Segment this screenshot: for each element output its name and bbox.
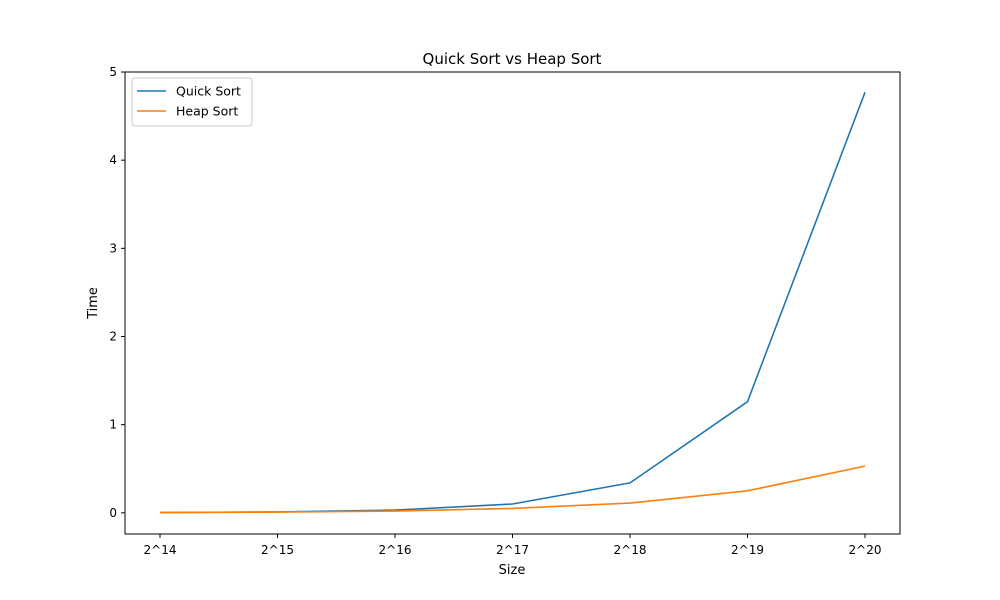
x-tick-label: 2^16 [379, 543, 412, 557]
series-line-quick-sort [159, 92, 866, 514]
x-tick-label: 2^15 [261, 543, 294, 557]
x-tick-label: 2^14 [144, 543, 177, 557]
y-tick-label: 3 [109, 241, 117, 255]
series-line-heap-sort [159, 465, 866, 514]
y-axis: 0 1 2 3 4 5 [109, 65, 125, 520]
y-tick-label: 1 [109, 418, 117, 432]
x-axis-label: Size [499, 563, 526, 578]
x-axis: 2^14 2^15 2^16 2^17 2^18 2^19 2^20 [144, 534, 882, 557]
y-tick-label: 2 [109, 330, 117, 344]
legend-label: Quick Sort [176, 84, 241, 99]
x-tick-label: 2^18 [614, 543, 647, 557]
legend-label: Heap Sort [176, 104, 238, 119]
x-tick-label: 2^20 [849, 543, 882, 557]
plot-area [124, 71, 901, 535]
x-tick-label: 2^19 [731, 543, 764, 557]
chart-title: Quick Sort vs Heap Sort [423, 50, 602, 68]
y-tick-label: 5 [109, 65, 117, 79]
legend-box [131, 77, 253, 127]
legend: Quick Sort Heap Sort [131, 77, 253, 127]
y-tick-label: 4 [109, 153, 117, 167]
y-tick-label: 0 [109, 506, 117, 520]
series-lines [159, 92, 866, 514]
x-tick-label: 2^17 [496, 543, 529, 557]
y-axis-label: Time [86, 287, 101, 320]
